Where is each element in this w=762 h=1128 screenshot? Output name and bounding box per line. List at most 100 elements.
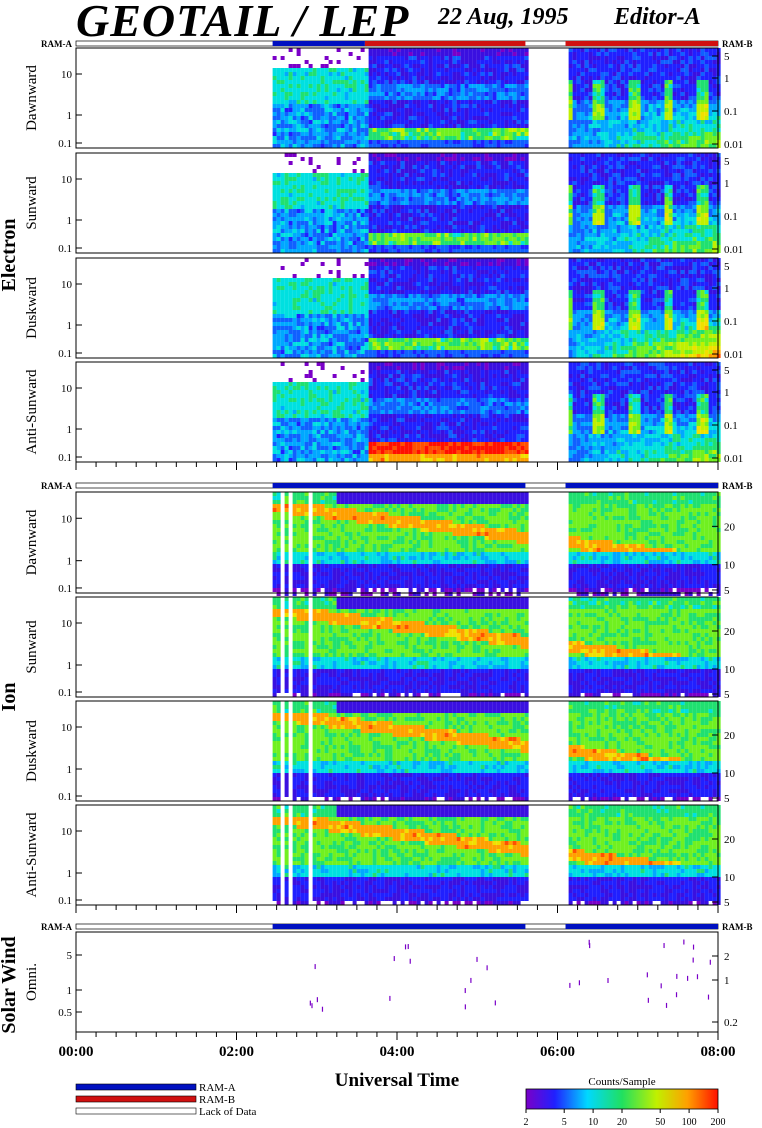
spectrogram-cell: [596, 241, 601, 245]
spectrogram-cell: [652, 157, 657, 161]
spectrogram-cell: [712, 213, 717, 217]
spectrogram-cell: [316, 84, 321, 88]
spectrogram-cell: [348, 201, 353, 205]
spectrogram-cell: [416, 193, 421, 197]
spectrogram-cell: [420, 64, 425, 68]
spectrogram-cell: [692, 157, 697, 161]
spectrogram-cell: [292, 213, 297, 217]
spectrogram-cell: [360, 88, 365, 92]
spectrogram-cell: [312, 193, 317, 197]
spectrogram-cell: [492, 225, 497, 229]
spectrogram-cell: [596, 60, 601, 64]
spectrogram-cell: [408, 116, 413, 120]
spectrogram-cell: [580, 205, 585, 209]
spectrogram-cell: [616, 136, 621, 140]
spectrogram-cell: [604, 100, 609, 104]
spectrogram-cell: [316, 132, 321, 136]
spectrogram-cell: [572, 120, 577, 124]
spectrogram-cell: [624, 233, 629, 237]
spectrogram-cell: [316, 221, 321, 225]
spectrogram-cell: [656, 92, 661, 96]
spectrogram-cell: [420, 205, 425, 209]
spectrogram-cell: [476, 225, 481, 229]
spectrogram-cell: [404, 100, 409, 104]
spectrogram-cell: [712, 84, 717, 88]
spectrogram-cell: [316, 108, 321, 112]
spectrogram-cell: [716, 201, 721, 205]
spectrogram-cell: [588, 128, 593, 132]
spectrogram-cell: [364, 245, 369, 249]
spectrogram-cell: [624, 177, 629, 181]
spectrogram-cell: [664, 52, 669, 56]
spectrogram-cell: [296, 116, 301, 120]
spectrogram-cell: [364, 128, 369, 132]
spectrogram-cell: [696, 52, 701, 56]
spectrogram-cell: [292, 92, 297, 96]
spectrogram-cell: [440, 197, 445, 201]
spectrogram-cell: [576, 120, 581, 124]
spectrogram-cell: [412, 72, 417, 76]
spectrogram-cell: [712, 177, 717, 181]
spectrogram-cell: [472, 205, 477, 209]
spectrogram-cell: [492, 237, 497, 241]
spectrogram-cell: [612, 104, 617, 108]
spectrogram-cell: [500, 96, 505, 100]
spectrogram-cell: [392, 120, 397, 124]
spectrogram-cell: [360, 217, 365, 221]
spectrogram-cell: [456, 116, 461, 120]
spectrogram-cell: [676, 165, 681, 169]
spectrogram-cell: [408, 237, 413, 241]
spectrogram-cell: [468, 241, 473, 245]
spectrogram-cell: [368, 80, 373, 84]
spectrogram-cell: [716, 52, 721, 56]
spectrogram-cell: [684, 72, 689, 76]
spectrogram-cell: [572, 72, 577, 76]
spectrogram-cell: [656, 136, 661, 140]
spectrogram-cell: [424, 233, 429, 237]
spectrogram-cell: [452, 132, 457, 136]
spectrogram-cell: [628, 217, 633, 221]
spectrogram-cell: [628, 225, 633, 229]
spectrogram-cell: [692, 100, 697, 104]
spectrogram-cell: [312, 72, 317, 76]
spectrogram-cell: [412, 56, 417, 60]
spectrogram-cell: [392, 128, 397, 132]
spectrogram-cell: [400, 92, 405, 96]
spectrogram-cell: [680, 60, 685, 64]
spectrogram-cell: [316, 76, 321, 80]
spectrogram-cell: [352, 185, 357, 189]
spectrogram-cell: [620, 48, 625, 52]
spectrogram-cell: [376, 185, 381, 189]
spectrogram-cell: [624, 48, 629, 52]
spectrogram-cell: [576, 249, 581, 253]
spectrogram-cell: [592, 144, 597, 148]
spectrogram-cell: [352, 213, 357, 217]
spectrogram-cell: [660, 193, 665, 197]
spectrogram-cell: [272, 241, 277, 245]
spectrogram-cell: [340, 193, 345, 197]
spectrogram-cell: [636, 213, 641, 217]
spectrogram-cell: [304, 116, 309, 120]
spectrogram-cell: [452, 48, 457, 52]
spectrogram-cell: [400, 169, 405, 173]
spectrogram-cell: [632, 209, 637, 213]
spectrogram-cell: [352, 161, 357, 165]
spectrogram-cell: [440, 128, 445, 132]
spectrogram-cell: [364, 193, 369, 197]
spectrogram-cell: [672, 181, 677, 185]
spectrogram-cell: [684, 169, 689, 173]
spectrogram-cell: [296, 173, 301, 177]
spectrogram-cell: [320, 100, 325, 104]
spectrogram-cell: [276, 294, 281, 298]
spectrogram-cell: [312, 68, 317, 72]
spectrogram-cell: [404, 80, 409, 84]
spectrogram-cell: [340, 88, 345, 92]
spectrogram-cell: [304, 209, 309, 213]
spectrogram-cell: [524, 245, 529, 249]
spectrogram-cell: [656, 100, 661, 104]
spectrogram-cell: [508, 144, 513, 148]
spectrogram-cell: [608, 209, 613, 213]
spectrogram-cell: [656, 249, 661, 253]
spectrogram-cell: [308, 76, 313, 80]
spectrogram-cell: [276, 197, 281, 201]
